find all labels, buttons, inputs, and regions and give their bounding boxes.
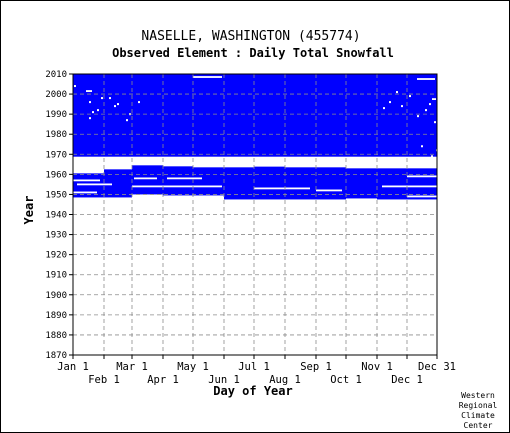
missing-segment-7 <box>254 187 310 190</box>
x-tick-label-213: Aug 1 <box>269 374 301 386</box>
missing-point-2 <box>92 111 94 114</box>
x-tick-label-1: Jan 1 <box>57 361 89 373</box>
y-tick-label-1900: 1900 <box>45 291 67 301</box>
x-tick-label-335: Dec 1 <box>391 374 423 386</box>
wrcc-credit: Western Regional Climate Center <box>459 391 498 430</box>
missing-segment-1 <box>77 183 112 186</box>
missing-point-3 <box>97 109 99 112</box>
y-tick-label-2010: 2010 <box>45 70 67 80</box>
x-tick-label-244: Sep 1 <box>300 361 332 373</box>
data-coverage-layer <box>73 74 437 200</box>
missing-segment-9 <box>407 175 437 178</box>
x-axis-label: Day of Year <box>213 384 292 398</box>
y-tick-label-1870: 1870 <box>45 351 67 361</box>
missing-point-18 <box>425 109 427 112</box>
missing-segment-10 <box>382 185 437 188</box>
y-tick-label-1890: 1890 <box>45 311 67 321</box>
y-tick-label-1940: 1940 <box>45 211 67 221</box>
missing-point-20 <box>434 121 436 124</box>
y-tick-label-1930: 1930 <box>45 231 67 241</box>
missing-point-1 <box>89 117 91 120</box>
missing-point-14 <box>396 91 398 94</box>
missing-segment-5 <box>167 177 202 180</box>
chart-subtitle: Observed Element : Daily Total Snowfall <box>112 46 394 60</box>
credit-line-2: Regional <box>459 401 498 410</box>
missing-segment-2 <box>73 179 100 182</box>
x-axis-ticks: Jan 1 Mar 1 May 1 Jul 1 Sep 1 Nov 1 Dec 31 Feb … <box>57 355 456 386</box>
coverage-block-3 <box>132 165 163 195</box>
missing-point-15 <box>401 105 403 108</box>
x-tick-label-182: Jul 1 <box>238 361 270 373</box>
y-tick-label-1970: 1970 <box>45 150 67 160</box>
missing-segment-12 <box>193 76 222 78</box>
y-tick-label-1990: 1990 <box>45 110 67 120</box>
missing-point-22 <box>431 155 433 158</box>
y-tick-label-2000: 2000 <box>45 90 67 100</box>
missing-segment-0 <box>73 191 97 194</box>
missing-point-17 <box>417 115 419 118</box>
x-tick-label-305: Nov 1 <box>361 361 393 373</box>
chart-title: NASELLE, WASHINGTON (455774) <box>141 29 360 44</box>
missing-point-4 <box>89 101 91 104</box>
credit-line-4: Center <box>464 421 493 430</box>
y-tick-label-1880: 1880 <box>45 331 67 341</box>
x-tick-label-121: May 1 <box>177 361 209 373</box>
x-tick-label-60: Mar 1 <box>116 361 148 373</box>
y-tick-label-1920: 1920 <box>45 251 67 261</box>
missing-point-9 <box>126 119 128 122</box>
missing-segment-11 <box>407 195 437 198</box>
x-tick-label-152: Jun 1 <box>208 374 240 386</box>
missing-segment-14 <box>86 90 92 92</box>
missing-segment-8 <box>316 189 342 192</box>
missing-point-13 <box>389 101 391 104</box>
missing-point-23 <box>421 145 423 148</box>
credit-line-1: Western <box>461 391 495 400</box>
missing-point-8 <box>117 103 119 106</box>
coverage-block-7 <box>254 166 285 200</box>
x-tick-label-365: Dec 31 <box>418 361 456 373</box>
missing-point-19 <box>429 103 431 106</box>
missing-point-11 <box>138 101 140 104</box>
x-tick-label-91: Apr 1 <box>147 374 179 386</box>
missing-segment-13 <box>417 78 435 80</box>
missing-point-12 <box>383 107 385 110</box>
missing-segment-6 <box>254 164 287 167</box>
x-tick-label-274: Oct 1 <box>330 374 362 386</box>
x-tick-label-32: Feb 1 <box>88 374 120 386</box>
credit-line-3: Climate <box>461 411 495 420</box>
missing-point-5 <box>101 97 103 100</box>
coverage-block-10 <box>346 168 377 199</box>
y-tick-label-1910: 1910 <box>45 271 67 281</box>
missing-segment-15 <box>432 98 436 100</box>
missing-segment-4 <box>132 185 222 188</box>
missing-segment-3 <box>134 177 157 180</box>
y-axis-ticks: 1870 1880 1890 1900 1910 1920 1930 1940 1950 1960… <box>45 70 73 361</box>
y-tick-label-1950: 1950 <box>45 190 67 200</box>
missing-point-0 <box>74 85 76 88</box>
coverage-block-1 <box>73 173 104 198</box>
y-tick-label-1960: 1960 <box>45 170 67 180</box>
y-axis-label: Year <box>22 196 36 225</box>
missing-point-16 <box>409 95 411 98</box>
missing-data-layer <box>73 76 438 198</box>
missing-point-6 <box>109 97 111 100</box>
coverage-block-5 <box>193 167 224 196</box>
missing-point-7 <box>114 105 116 108</box>
coverage-block-4 <box>163 166 193 196</box>
coverage-block-0 <box>73 74 437 157</box>
grid-layer <box>73 73 437 356</box>
coverage-block-2 <box>104 169 132 198</box>
y-tick-label-1980: 1980 <box>45 130 67 140</box>
